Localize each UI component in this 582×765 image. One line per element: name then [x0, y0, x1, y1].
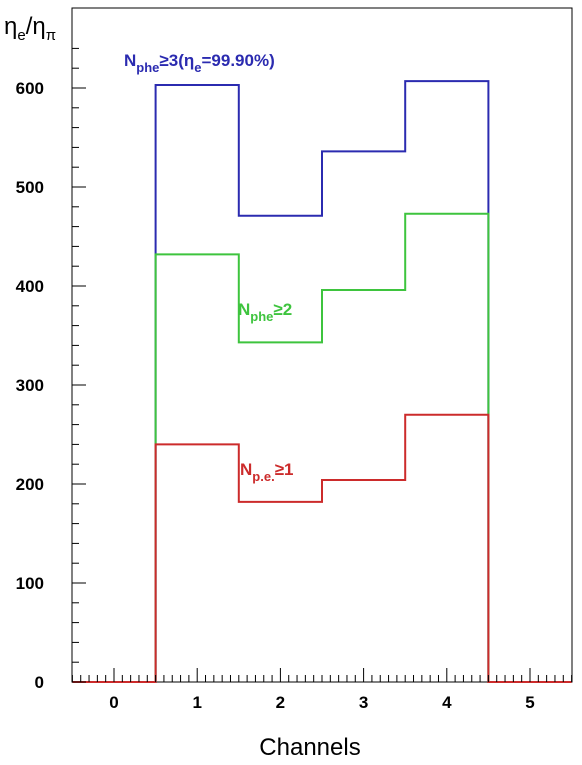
x-tick-label: 3 — [359, 693, 368, 712]
x-axis-title: Channels — [259, 734, 360, 761]
y-tick-label: 600 — [16, 79, 44, 98]
x-tick-label: 0 — [109, 693, 118, 712]
y-tick-label: 200 — [16, 475, 44, 494]
x-tick-label: 5 — [525, 693, 534, 712]
annotation-npe-ge1: Np.e.≥1 — [240, 460, 293, 484]
y-axis-title: ηe/ηπ — [4, 13, 56, 44]
histogram-series-2 — [72, 415, 571, 682]
histogram-series-0 — [72, 81, 571, 682]
y-tick-label: 400 — [16, 277, 44, 296]
plot-frame — [72, 8, 572, 682]
histogram-series-1 — [72, 214, 571, 682]
x-tick-label: 4 — [442, 693, 452, 712]
y-tick-label: 100 — [16, 574, 44, 593]
y-tick-label: 0 — [35, 673, 44, 692]
y-tick-label: 500 — [16, 178, 44, 197]
x-tick-label: 2 — [276, 693, 285, 712]
y-tick-label: 300 — [16, 376, 44, 395]
annotation-nphe-ge2: Nphe≥2 — [238, 300, 292, 324]
annotation-nphe-ge3: Nphe≥3(ηe=99.90%) — [124, 51, 275, 75]
x-tick-label: 1 — [192, 693, 201, 712]
